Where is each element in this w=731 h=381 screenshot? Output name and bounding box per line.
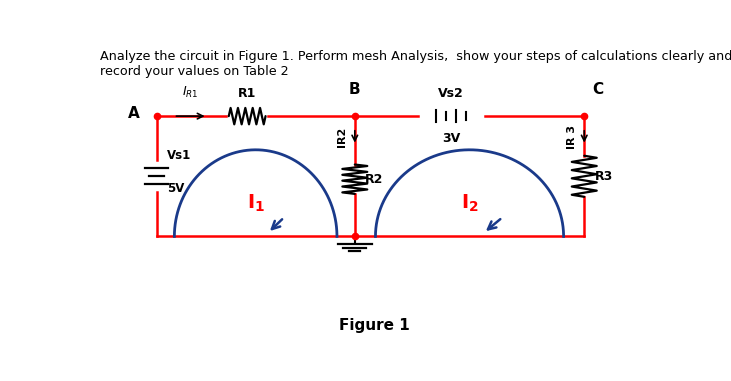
Text: $\mathbf{I_2}$: $\mathbf{I_2}$ <box>461 193 479 214</box>
Text: R2: R2 <box>365 173 383 186</box>
Text: R1: R1 <box>238 87 257 100</box>
Text: R3: R3 <box>594 170 613 183</box>
Text: 5V: 5V <box>167 182 184 195</box>
Text: Vs1: Vs1 <box>167 149 191 162</box>
Text: Vs2: Vs2 <box>439 87 464 100</box>
Text: IR 3: IR 3 <box>567 125 577 149</box>
Text: $I_{R1}$: $I_{R1}$ <box>182 85 199 100</box>
Text: B: B <box>349 82 360 97</box>
Text: A: A <box>128 106 140 121</box>
Text: IR2: IR2 <box>337 126 347 147</box>
Text: 3V: 3V <box>442 132 461 145</box>
Text: C: C <box>593 82 604 97</box>
Text: Analyze the circuit in Figure 1. Perform mesh Analysis,  show your steps of calc: Analyze the circuit in Figure 1. Perform… <box>100 50 731 78</box>
Text: $\mathbf{I_1}$: $\mathbf{I_1}$ <box>246 193 265 214</box>
Text: Figure 1: Figure 1 <box>339 318 410 333</box>
